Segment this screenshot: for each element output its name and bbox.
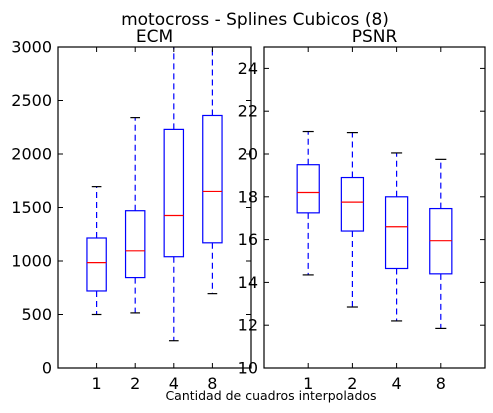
psnr-x-tick-label-1: 1 [303, 374, 313, 393]
psnr-box-1 [296, 130, 320, 276]
x-axis-label: Cantidad de cuadros interpolados [165, 388, 376, 403]
ecm-iqr-box-4 [163, 128, 185, 258]
ecm-y-tick-label-2500: 2500 [11, 91, 52, 110]
psnr-x-tick-label-4: 4 [392, 374, 402, 393]
ecm-y-tick-label-1000: 1000 [11, 252, 52, 271]
ecm-box-2 [124, 117, 146, 314]
psnr-y-tick-label-10: 10 [238, 359, 258, 378]
ecm-x-tick-label-1: 1 [92, 374, 102, 393]
psnr-box-8 [429, 158, 453, 330]
psnr-y-tick-label-24: 24 [238, 59, 258, 78]
psnr-y-tick-label-16: 16 [238, 230, 258, 249]
psnr-y-tick-label-12: 12 [238, 316, 258, 335]
ecm-iqr-box-1 [86, 237, 107, 292]
ecm-y-tick-label-0: 0 [42, 359, 52, 378]
ecm-box-4 [163, 47, 185, 342]
psnr-y-tick-label-14: 14 [238, 273, 258, 292]
psnr-iqr-box-1 [296, 164, 320, 214]
ecm-x-tick-label-4: 4 [169, 374, 179, 393]
ecm-panel: ECM 1 2 4 8 0 500 1000 1500 2000 2500 3000 [11, 27, 252, 393]
ecm-iqr-box-8 [202, 114, 223, 244]
psnr-y-tick-label-22: 22 [238, 102, 258, 121]
ecm-y-tick-label-2000: 2000 [11, 145, 52, 164]
psnr-y-tick-label-20: 20 [238, 145, 258, 164]
ecm-panel-title: ECM [136, 27, 173, 47]
ecm-y-tick-label-500: 500 [21, 305, 52, 324]
ecm-box-1 [86, 186, 107, 316]
ecm-x-tick-label-2: 2 [130, 374, 140, 393]
psnr-x-tick-label-8: 8 [436, 374, 446, 393]
figure-suptitle: motocross - Splines Cubicos (8) [121, 10, 389, 30]
psnr-box-4 [384, 152, 409, 322]
ecm-y-tick-label-1500: 1500 [11, 198, 52, 217]
psnr-box-2 [340, 132, 365, 308]
ecm-plot-frame [57, 46, 252, 369]
psnr-x-tick-label-2: 2 [347, 374, 357, 393]
ecm-x-tick-label-8: 8 [207, 374, 217, 393]
ecm-y-tick-label-3000: 3000 [11, 38, 52, 57]
psnr-y-tick-label-18: 18 [238, 187, 258, 206]
ecm-box-8 [202, 47, 223, 295]
psnr-plot-frame [263, 46, 486, 369]
psnr-panel-title: PSNR [352, 27, 398, 47]
psnr-iqr-box-2 [340, 176, 365, 232]
ecm-iqr-box-2 [124, 210, 146, 279]
psnr-iqr-box-4 [384, 196, 409, 270]
